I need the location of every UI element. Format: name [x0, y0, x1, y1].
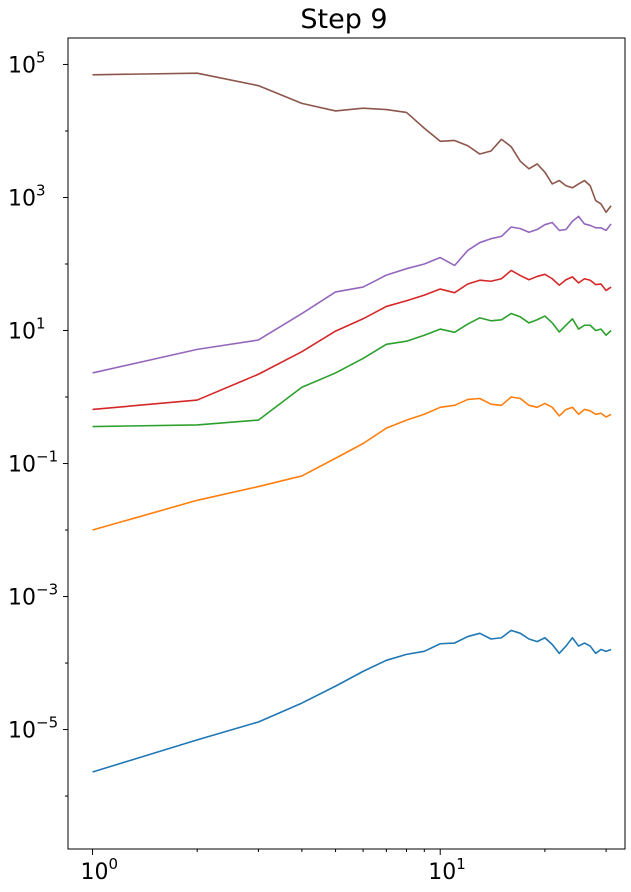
y-tick-label: 10−5 — [8, 714, 58, 744]
y-tick-label: 101 — [8, 315, 46, 345]
series-line-6 — [92, 72, 612, 214]
series-layer — [92, 72, 612, 773]
plot-frame — [67, 37, 626, 850]
x-tick-label: 101 — [428, 855, 466, 885]
series-line-2 — [92, 396, 612, 531]
series-line-5 — [92, 215, 612, 374]
y-tick-label: 10−1 — [8, 448, 58, 478]
y-tick-label: 10−3 — [8, 581, 58, 611]
series-line-1 — [92, 629, 612, 773]
series-line-3 — [92, 312, 612, 428]
y-tick-label: 103 — [8, 181, 46, 211]
chart-title: Step 9 — [300, 4, 387, 35]
ticks-layer: 105 103 101 10−1 10−3 10−5 100 101 — [8, 48, 607, 885]
x-tick-label: 100 — [81, 855, 119, 885]
series-line-4 — [92, 269, 612, 411]
y-tick-label: 105 — [8, 48, 46, 78]
